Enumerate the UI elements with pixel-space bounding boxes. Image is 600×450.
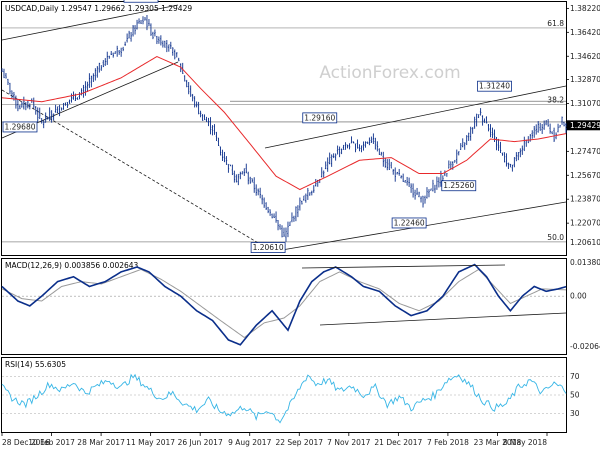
annotation-label: 1.37930 <box>126 0 157 2</box>
upper-channel-line <box>1 4 179 41</box>
annotation-label: 1.29160 <box>304 113 335 122</box>
rsi-panel-frame <box>1 357 567 433</box>
current-price-label: 1.29429 <box>570 121 600 130</box>
price-bottom-label: 1.20610 <box>570 238 600 247</box>
annotation-label: 1.25260 <box>443 181 474 190</box>
macd-bottom-trendline <box>319 312 567 326</box>
price-ytick-label: 1.27470 <box>570 147 600 156</box>
annotation-label: 1.29680 <box>4 122 35 131</box>
fib-label: 61.8 <box>547 19 564 28</box>
price-ytick-label: 1.34620 <box>570 52 600 61</box>
macd-line <box>1 263 567 346</box>
macd-layer <box>1 263 567 346</box>
xtick-label: 26 Jun 2017 <box>178 438 223 447</box>
xtick-label: 28 Dec 2016 <box>2 438 50 447</box>
annotation-box <box>441 180 477 192</box>
annotation-label: 1.22460 <box>394 218 425 227</box>
rsi-ytick-label: 30 <box>570 409 580 418</box>
price-ytick-label: 1.23870 <box>570 195 600 204</box>
rising-channel-upper <box>264 85 567 149</box>
xtick-label: 9 Aug 2017 <box>228 438 271 447</box>
price-ytick-label: 1.38220 <box>570 4 600 13</box>
annotation-box <box>250 242 286 253</box>
xtick-label: 23 Mar 2018 <box>474 438 522 447</box>
xtick-label: 8 May 2018 <box>503 438 547 447</box>
macd-ytick-label: -0.020648 <box>570 342 600 351</box>
macd-ytick-label: 0.013802 <box>570 258 600 267</box>
annotation-label: 1.20610 <box>253 243 284 252</box>
annotation-box <box>477 80 512 92</box>
macd-title: MACD(12,26,9) 0.003856 0.002643 <box>5 261 139 270</box>
rsi-layer <box>1 373 567 424</box>
moving-average-line <box>1 55 567 191</box>
price-ytick-label: 1.25670 <box>570 171 600 180</box>
dashed-trendline <box>1 89 271 251</box>
price-title: USDCAD,Daily 1.29547 1.29662 1.29305 1.2… <box>5 4 192 13</box>
macd-panel-frame <box>1 258 567 355</box>
macd-signal-line <box>1 268 567 339</box>
price-layer: 61.8 38.2 50.0 1.37930 1.29680 1.29160 1.31240… <box>1 0 567 253</box>
annotation-box <box>302 112 338 124</box>
xtick-label: 21 Dec 2017 <box>374 438 422 447</box>
price-panel-frame <box>1 1 567 256</box>
annotation-box <box>123 0 159 3</box>
annotation-box <box>2 121 38 133</box>
rsi-ytick-label: 50 <box>570 391 580 400</box>
watermark: ActionForex.com <box>319 63 460 83</box>
price-ytick-label: 1.31070 <box>570 99 600 108</box>
rsi-line <box>1 373 567 424</box>
annotation-box <box>391 217 427 229</box>
xtick-label: 28 Mar 2017 <box>77 438 125 447</box>
price-ytick-label: 1.36420 <box>570 28 600 37</box>
macd-ytick-label: 0.00 <box>570 292 587 301</box>
xtick-label: 7 Feb 2018 <box>427 438 469 447</box>
macd-top-trendline <box>301 264 506 269</box>
current-price-tag <box>567 120 600 131</box>
rsi-ytick-label: 70 <box>570 372 580 381</box>
axis-layer: 1.382201.364201.346201.328701.310701.292… <box>1 4 600 447</box>
annotation-label: 1.31240 <box>479 82 510 91</box>
xtick-label: 7 Nov 2017 <box>327 438 370 447</box>
fib-label: 38.2 <box>547 96 564 105</box>
xtick-label: 11 May 2017 <box>126 438 175 447</box>
xtick-label: 22 Sep 2017 <box>275 438 323 447</box>
price-ytick-label: 1.22070 <box>570 219 600 228</box>
rsi-title: RSI(14) 55.6305 <box>5 360 66 369</box>
fib-label: 50.0 <box>547 233 564 242</box>
xtick-label: 10 Feb 2017 <box>28 438 75 447</box>
price-ytick-label: 1.32870 <box>570 75 600 84</box>
